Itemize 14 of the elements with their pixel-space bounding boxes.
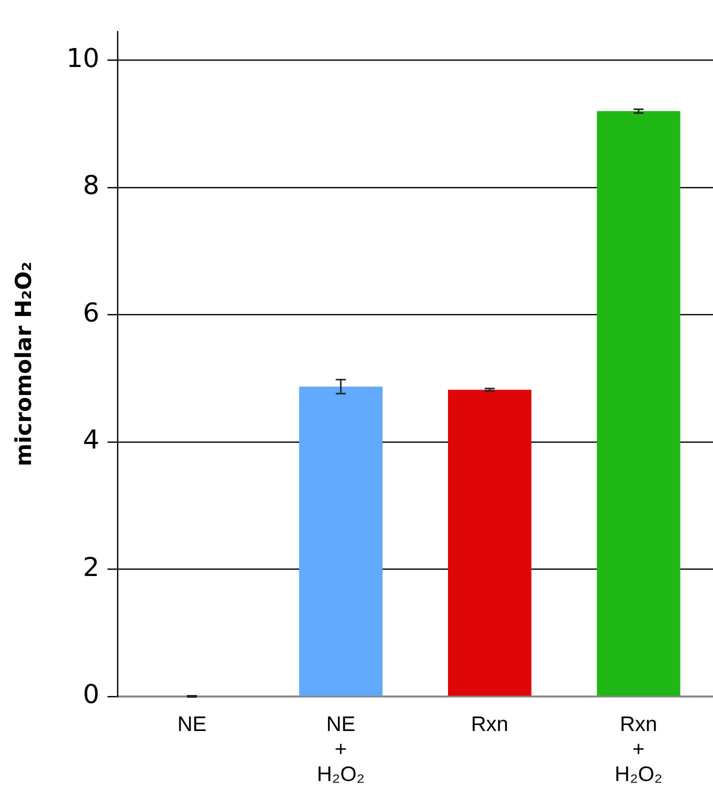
x-tick-label: Rxn + H₂O₂ [614,712,662,786]
y-tick-label: 0 [82,680,100,710]
y-tick-label: 4 [82,426,100,456]
x-tick-label: NE + H₂O₂ [316,712,365,786]
bar [448,390,532,696]
y-tick-label: 2 [82,552,100,583]
y-tick-label: 6 [82,298,100,328]
bar [596,111,680,696]
y-axis-title: micromolar H₂O₂ [12,262,37,466]
x-tick-label: Rxn [471,712,508,736]
y-tick-label: 10 [66,44,100,74]
y-tick-label: 8 [82,171,100,202]
x-tick-label: NE [177,712,207,736]
bar [299,386,382,696]
